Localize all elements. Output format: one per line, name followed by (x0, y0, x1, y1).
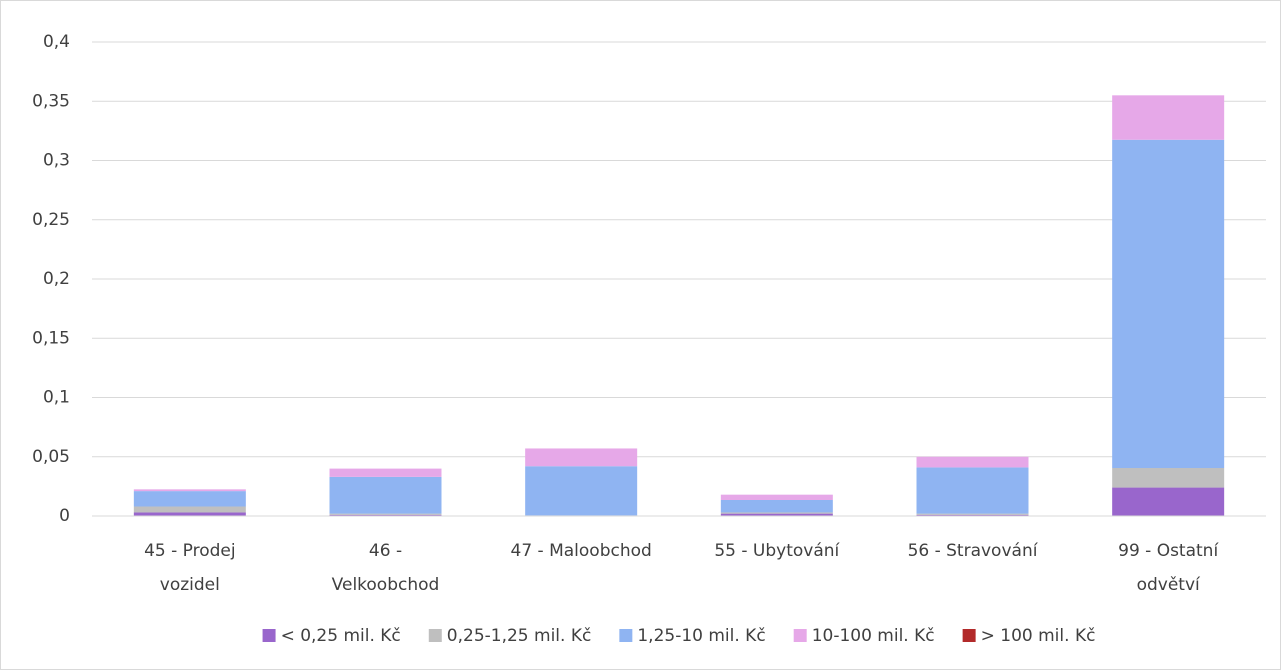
bar-segment (329, 476, 442, 514)
x-tick-label-line: Velkoobchod (332, 575, 440, 595)
bar-segment (720, 494, 833, 501)
x-tick-label-line: vozidel (160, 575, 220, 595)
bar-segment (916, 513, 1029, 515)
legend-label: > 100 mil. Kč (981, 626, 1096, 646)
y-tick-label: 0 (59, 506, 70, 526)
x-tick-label-line: odvětví (1137, 575, 1201, 595)
x-tick-label: 99 - Ostatní odvětví (1118, 541, 1219, 595)
bar-segment (329, 513, 442, 515)
x-tick-label: 45 - Prodej vozidel (144, 541, 236, 595)
bar-segment (1112, 468, 1225, 488)
legend-label: 0,25-1,25 mil. Kč (447, 626, 592, 646)
x-tick-label-line: 99 - Ostatní (1118, 541, 1219, 561)
legend-label: 1,25-10 mil. Kč (637, 626, 765, 646)
x-tick-label-line: 56 - Stravování (908, 541, 1039, 561)
bar-segment (916, 456, 1029, 468)
bar-segment (133, 506, 246, 513)
bar-segment (720, 512, 833, 514)
bar-segment (720, 513, 833, 516)
bar-segment (916, 467, 1029, 514)
x-tick-label: 56 - Stravování (908, 541, 1039, 561)
x-tick-label: 47 - Maloobchod (511, 541, 652, 561)
x-tick-label-line: 47 - Maloobchod (511, 541, 652, 561)
bar-segment (133, 491, 246, 507)
legend: < 0,25 mil. Kč 0,25-1,25 mil. Kč 1,25-10 m… (262, 626, 1096, 646)
x-tick-label-line: 45 - Prodej (144, 541, 236, 561)
y-tick-label: 0,3 (43, 151, 70, 171)
y-tick-label: 0,4 (43, 32, 70, 52)
x-tick-label: 55 - Ubytování (714, 541, 840, 561)
legend-swatch (262, 629, 276, 642)
bar-segment (1112, 487, 1225, 516)
y-tick-label: 0,05 (32, 447, 70, 467)
legend-swatch (428, 629, 442, 642)
bar-segment (1112, 95, 1225, 140)
bar-segment (329, 514, 442, 516)
bar-segment (720, 500, 833, 513)
y-tick-label: 0,35 (32, 91, 70, 111)
y-tick-label: 0,15 (32, 328, 70, 348)
legend-swatch (793, 629, 807, 642)
x-tick-label-line: 46 - (369, 541, 402, 561)
bar-segment (133, 489, 246, 492)
x-tick-label: 46 - Velkoobchod (332, 541, 440, 595)
legend-swatch (962, 629, 976, 642)
bar-segment (525, 448, 638, 467)
legend-label: < 0,25 mil. Kč (281, 626, 401, 646)
y-tick-label: 0,2 (43, 269, 70, 289)
bar-segment (916, 514, 1029, 516)
bar-segment (329, 468, 442, 477)
y-tick-label: 0,25 (32, 210, 70, 230)
bar-segment (1112, 139, 1225, 469)
bar-segment (525, 466, 638, 516)
x-tick-label-line: 55 - Ubytování (714, 541, 840, 561)
legend-swatch (619, 629, 633, 642)
legend-label: 10-100 mil. Kč (812, 626, 935, 646)
y-tick-label: 0,1 (43, 388, 70, 408)
bar-segment (133, 512, 246, 516)
